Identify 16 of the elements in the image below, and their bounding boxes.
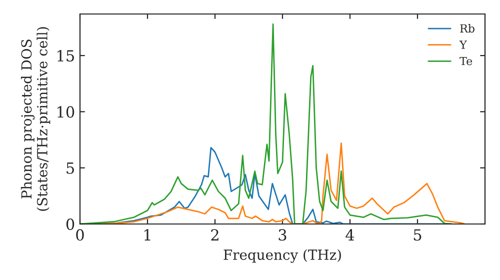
y-tick-label: 10 xyxy=(58,106,74,118)
x-axis-title: Frequency (THz) xyxy=(224,249,341,263)
legend-label: Te xyxy=(460,56,472,66)
legend-label: Rb xyxy=(460,24,474,33)
y-axis-title: Phonon projected DOS (States/THz·primitive cell) xyxy=(20,27,50,211)
x-tick-label: 1 xyxy=(144,229,150,240)
x-tick-label: 4 xyxy=(346,229,354,240)
line-series xyxy=(80,23,452,224)
x-tick-label: 3 xyxy=(278,229,286,241)
y-tick-label: 5 xyxy=(66,162,74,174)
y-tick-label: 15 xyxy=(58,50,74,62)
x-tick-label: 5 xyxy=(414,229,422,241)
x-tick-label: 0 xyxy=(76,229,84,241)
y-tick-label: 0 xyxy=(66,218,74,230)
legend-label: Y xyxy=(459,40,467,49)
x-tick-label: 2 xyxy=(211,229,218,240)
